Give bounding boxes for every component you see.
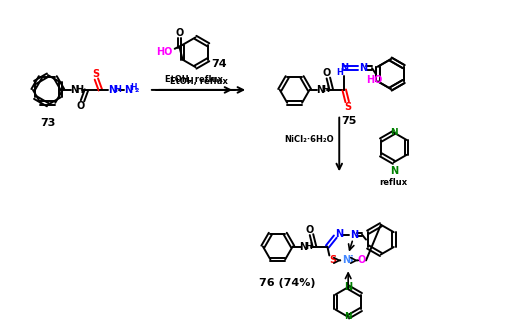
- Text: O: O: [322, 68, 331, 78]
- Text: N: N: [340, 63, 348, 73]
- Text: 2: 2: [135, 89, 139, 93]
- Text: N: N: [316, 85, 325, 95]
- Text: O: O: [176, 28, 184, 38]
- Text: O: O: [305, 225, 313, 235]
- Text: S: S: [329, 255, 336, 266]
- Text: N: N: [390, 128, 398, 137]
- Text: N: N: [390, 166, 398, 176]
- Text: N: N: [300, 242, 308, 252]
- Text: H: H: [130, 83, 136, 92]
- Text: Ni: Ni: [342, 255, 354, 266]
- Text: H: H: [76, 85, 84, 95]
- Text: 74: 74: [211, 59, 227, 69]
- Text: O: O: [76, 101, 85, 111]
- Text: N: N: [71, 85, 79, 95]
- Text: 75: 75: [341, 116, 357, 126]
- Text: NiCl₂·6H₂O: NiCl₂·6H₂O: [284, 135, 334, 144]
- Text: N: N: [344, 282, 352, 292]
- Text: 76 (74%): 76 (74%): [260, 278, 316, 288]
- Text: N: N: [124, 85, 132, 95]
- Text: S: S: [92, 69, 99, 79]
- Text: EtOH, reflux: EtOH, reflux: [170, 78, 228, 87]
- Text: O: O: [358, 255, 366, 266]
- Text: H: H: [336, 68, 343, 77]
- Text: HO: HO: [366, 76, 382, 86]
- Text: S: S: [344, 102, 352, 112]
- Text: EtOH, reflux: EtOH, reflux: [165, 76, 223, 85]
- Text: N: N: [350, 230, 358, 240]
- Text: N: N: [108, 85, 116, 95]
- Text: H: H: [305, 242, 312, 251]
- Text: N: N: [359, 63, 367, 73]
- Text: HO: HO: [156, 47, 173, 57]
- Text: 73: 73: [40, 118, 55, 128]
- Text: N: N: [335, 229, 343, 239]
- Text: N: N: [344, 312, 352, 321]
- Text: H: H: [114, 85, 120, 94]
- Text: reflux: reflux: [379, 178, 408, 187]
- Text: H: H: [322, 85, 329, 94]
